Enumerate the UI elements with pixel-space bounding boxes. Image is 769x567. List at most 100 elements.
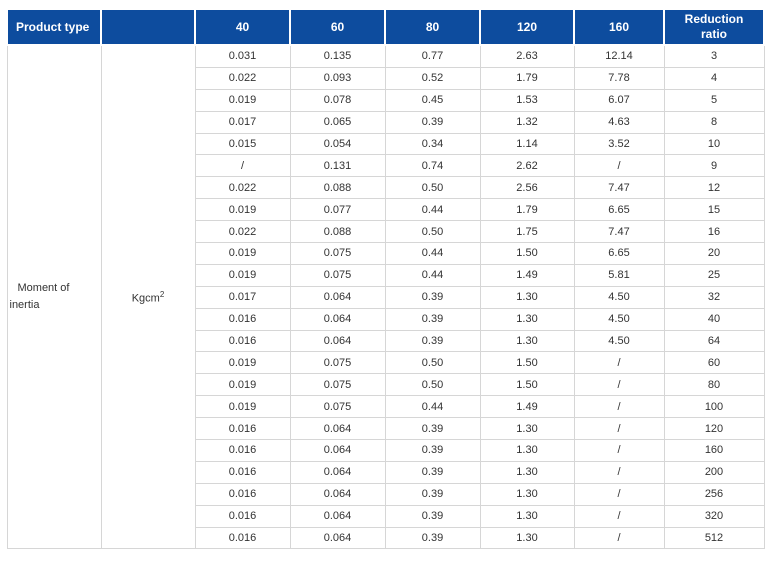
inertia-value-cell: 4.50 (573, 285, 665, 309)
inertia-value-cell: 4.63 (573, 110, 665, 134)
inertia-value-cell: 0.064 (289, 482, 386, 506)
reduction-ratio-cell: 80 (663, 373, 765, 397)
inertia-value-cell: 0.064 (289, 329, 386, 353)
table-row: 0.019 0.075 0.50 1.50/80 (7, 373, 765, 397)
product-type-header: Product type (6, 8, 102, 46)
table-row: 0.022 0.088 0.50 2.56 7.47 12 (7, 176, 765, 200)
reduction-ratio-cell: 320 (663, 504, 765, 528)
size-header-160: 160 (573, 8, 665, 46)
inertia-value-cell: 0.064 (289, 504, 386, 528)
inertia-value-cell: 6.65 (573, 198, 665, 222)
inertia-value-cell: 0.019 (194, 242, 291, 265)
inertia-value-cell: 0.019 (194, 395, 291, 419)
inertia-value-cell: 0.017 (194, 110, 291, 134)
reduction-ratio-cell: 9 (663, 154, 765, 178)
inertia-value-cell: 0.50 (384, 220, 481, 244)
inertia-value-cell: / (573, 482, 665, 506)
inertia-value-cell: 7.78 (573, 66, 665, 90)
inertia-value-cell: 0.39 (384, 329, 481, 353)
inertia-value-cell: 6.65 (573, 242, 665, 265)
table-row: /0.131 0.74 2.62/9 (7, 154, 765, 178)
inertia-value-cell: 1.79 (479, 198, 575, 222)
inertia-value-cell: 0.39 (384, 526, 481, 550)
inertia-value-cell: 2.56 (479, 176, 575, 200)
inertia-value-cell: 0.39 (384, 504, 481, 528)
inertia-value-cell: 1.30 (479, 460, 575, 484)
inertia-value-cell: 0.064 (289, 439, 386, 462)
unit-cell: Kgcm2 (100, 44, 196, 550)
reduction-ratio-cell: 8 (663, 110, 765, 134)
reduction-ratio-cell: 10 (663, 132, 765, 156)
reduction-ratio-cell: 20 (663, 242, 765, 265)
inertia-value-cell: 0.52 (384, 66, 481, 90)
inertia-value-cell: 1.50 (479, 242, 575, 265)
table-row: 0.022 0.088 0.50 1.75 7.47 16 (7, 220, 765, 244)
inertia-value-cell: 0.075 (289, 242, 386, 265)
inertia-value-cell: 0.019 (194, 198, 291, 222)
inertia-value-cell: 1.14 (479, 132, 575, 156)
inertia-value-cell: / (573, 373, 665, 397)
inertia-value-cell: 0.088 (289, 176, 386, 200)
inertia-value-cell: 0.075 (289, 373, 386, 397)
inertia-value-cell: 0.131 (289, 154, 386, 178)
inertia-value-cell: 0.075 (289, 395, 386, 419)
inertia-value-cell: 4.50 (573, 307, 665, 331)
reduction-ratio-cell: 16 (663, 220, 765, 244)
inertia-value-cell: 3.52 (573, 132, 665, 156)
inertia-value-cell: 0.019 (194, 373, 291, 397)
reduction-ratio-cell: 160 (663, 439, 765, 462)
reduction-ratio-cell: 5 (663, 88, 765, 112)
inertia-value-cell: 0.064 (289, 460, 386, 484)
inertia-value-cell: 0.016 (194, 329, 291, 353)
size-header-40: 40 (194, 8, 291, 46)
inertia-value-cell: 0.016 (194, 526, 291, 550)
inertia-value-cell: 1.49 (479, 263, 575, 287)
inertia-value-cell: 7.47 (573, 220, 665, 244)
inertia-value-cell: 0.34 (384, 132, 481, 156)
inertia-value-cell: 0.064 (289, 307, 386, 331)
inertia-value-cell: 0.022 (194, 176, 291, 200)
inertia-value-cell: 0.019 (194, 88, 291, 112)
inertia-value-cell: 0.016 (194, 460, 291, 484)
table-row: 0.016 0.064 0.39 1.30/120 (7, 417, 765, 441)
unit-exponent: 2 (159, 289, 165, 299)
inertia-value-cell: 2.62 (479, 154, 575, 178)
size-header-80: 80 (384, 8, 481, 46)
row-group-label: Moment of inertia (6, 44, 102, 550)
inertia-value-cell: 2.63 (479, 44, 575, 68)
table-row: 0.022 0.093 0.52 1.79 7.78 4 (7, 66, 765, 90)
inertia-value-cell: 0.39 (384, 460, 481, 484)
reduction-ratio-cell: 40 (663, 307, 765, 331)
inertia-value-cell: 0.016 (194, 307, 291, 331)
inertia-value-cell: / (573, 417, 665, 441)
reduction-ratio-cell: 12 (663, 176, 765, 200)
reduction-ratio-cell: 100 (663, 395, 765, 419)
inertia-value-cell: 0.39 (384, 285, 481, 309)
inertia-value-cell: 1.53 (479, 88, 575, 112)
inertia-value-cell: 0.064 (289, 417, 386, 441)
inertia-value-cell: / (573, 395, 665, 419)
inertia-value-cell: 0.075 (289, 263, 386, 287)
inertia-value-cell: 0.077 (289, 198, 386, 222)
inertia-value-cell: 0.44 (384, 263, 481, 287)
reduction-ratio-cell: 64 (663, 329, 765, 353)
inertia-value-cell: 5.81 (573, 263, 665, 287)
inertia-value-cell: / (573, 504, 665, 528)
inertia-value-cell: 0.44 (384, 242, 481, 265)
inertia-value-cell: / (194, 154, 291, 178)
table-row: 0.016 0.064 0.39 1.30/512 (7, 526, 765, 550)
table-row: 0.019 0.075 0.50 1.50/60 (7, 351, 765, 375)
inertia-spec-table: Product type 40 60 80 120 160 Reduction … (6, 8, 765, 550)
inertia-value-cell: 0.031 (194, 44, 291, 68)
inertia-value-cell: 0.39 (384, 307, 481, 331)
inertia-value-cell: 1.30 (479, 439, 575, 462)
inertia-value-cell: 1.30 (479, 307, 575, 331)
inertia-value-cell: / (573, 460, 665, 484)
inertia-value-cell: 0.088 (289, 220, 386, 244)
unit-column-header (100, 8, 196, 46)
inertia-value-cell: 0.39 (384, 417, 481, 441)
inertia-value-cell: / (573, 154, 665, 178)
inertia-value-cell: 0.50 (384, 373, 481, 397)
table-row: 0.016 0.064 0.39 1.30/160 (7, 439, 765, 462)
inertia-value-cell: / (573, 526, 665, 550)
